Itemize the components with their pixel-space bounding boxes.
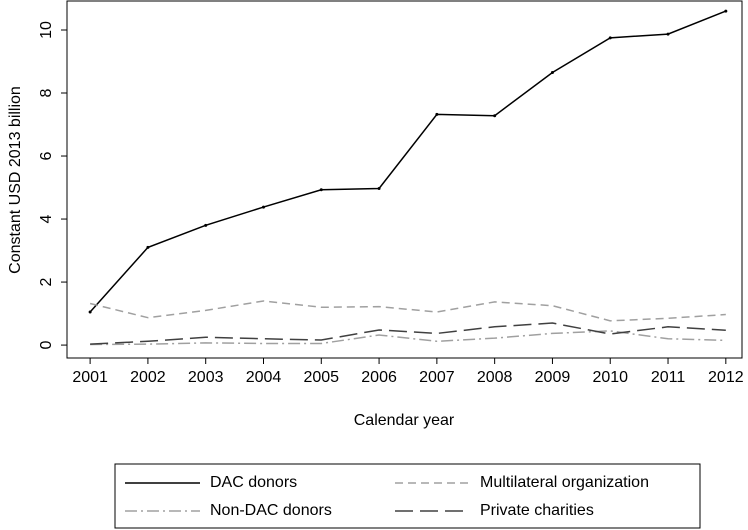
y-tick-label: 2 xyxy=(38,278,55,287)
x-tick-label: 2008 xyxy=(477,369,513,386)
x-tick-label: 2002 xyxy=(130,369,166,386)
y-tick-label: 10 xyxy=(38,21,55,39)
y-axis-title: Constant USD 2013 billion xyxy=(7,86,24,274)
x-tick-label: 2006 xyxy=(361,369,397,386)
legend-label: DAC donors xyxy=(210,474,297,491)
series-line xyxy=(89,10,727,313)
point xyxy=(377,186,381,190)
point xyxy=(204,223,208,227)
x-tick-label: 2003 xyxy=(188,369,224,386)
x-tick-label: 2001 xyxy=(72,369,108,386)
x-tick-label: 2009 xyxy=(535,369,571,386)
x-tick-label: 2011 xyxy=(651,369,686,386)
x-tick-label: 2005 xyxy=(303,369,339,386)
point xyxy=(550,71,554,75)
plot-frame xyxy=(66,0,743,359)
legend-box xyxy=(114,463,701,529)
legend-label: Non-DAC donors xyxy=(210,502,332,519)
x-axis-title: Calendar year xyxy=(354,412,455,429)
point xyxy=(88,310,92,314)
x-tick-label: 2010 xyxy=(592,369,628,386)
series-line xyxy=(90,330,726,346)
point xyxy=(319,188,323,192)
point xyxy=(724,9,728,13)
point xyxy=(608,36,612,40)
x-tick-label: 2004 xyxy=(246,369,282,386)
point xyxy=(435,112,439,116)
point xyxy=(146,245,150,249)
y-tick-label: 8 xyxy=(38,88,55,97)
point xyxy=(493,114,497,118)
series-line xyxy=(90,322,726,345)
y-tick-label: 0 xyxy=(38,341,55,350)
y-tick-label: 6 xyxy=(38,151,55,160)
y-tick-label: 4 xyxy=(38,214,55,223)
series-line xyxy=(89,300,726,322)
point xyxy=(261,205,265,209)
x-tick-label: 2012 xyxy=(708,369,744,386)
legend-label: Multilateral organization xyxy=(480,474,649,491)
legend-label: Private charities xyxy=(480,502,594,519)
x-tick-label: 2007 xyxy=(419,369,455,386)
point xyxy=(666,32,670,36)
